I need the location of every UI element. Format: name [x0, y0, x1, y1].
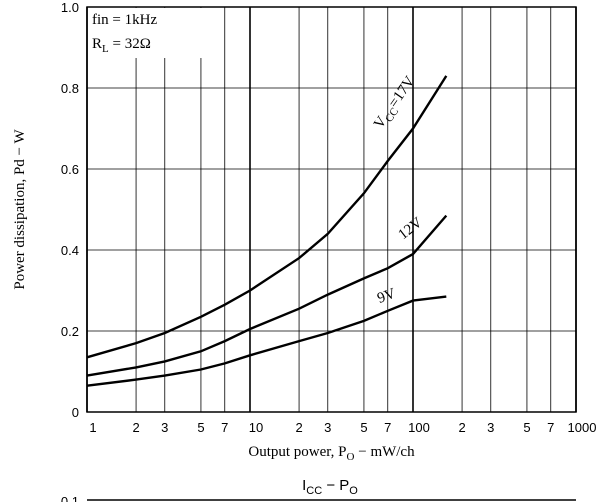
series-line: [86, 295, 447, 387]
plot-frame: [86, 6, 577, 413]
subscript: O: [347, 451, 355, 463]
text-part: 12V: [395, 214, 425, 243]
x-tick-label: 7: [221, 420, 228, 435]
x-tick-label: 3: [161, 420, 168, 435]
annotation: RL = 32Ω: [92, 36, 151, 55]
x-tick-label: 2: [458, 420, 465, 435]
x-tick-label: 2: [295, 420, 302, 435]
x-axis-label: Output power, PO − mW/ch: [248, 444, 415, 463]
text-part: Output power, P: [248, 444, 346, 460]
y-tick-label: 0.4: [61, 243, 79, 258]
x-tick-label: 1: [89, 420, 96, 435]
text-part: fin = 1kHz: [92, 12, 157, 28]
text-part: − mW/ch: [354, 444, 415, 460]
annotation: fin = 1kHz: [92, 12, 157, 28]
subscript: L: [102, 43, 109, 55]
y-tick-label: 0.1: [61, 494, 79, 502]
x-tick-label: 1000: [568, 420, 597, 435]
series-label: 9V: [375, 286, 398, 307]
text-part: 9V: [375, 286, 398, 307]
x-tick-label: 7: [384, 420, 391, 435]
x-tick-label: 5: [197, 420, 204, 435]
x-tick-label: 3: [324, 420, 331, 435]
x-tick-label: 10: [249, 420, 263, 435]
y-tick-label: 0.2: [61, 324, 79, 339]
series-label: 12V: [395, 214, 425, 243]
x-tick-label: 2: [132, 420, 139, 435]
subscript: O: [349, 485, 358, 497]
y-tick-label: 0.8: [61, 81, 79, 96]
y-tick-label: 1.0: [61, 0, 79, 15]
y-tick-label: 0: [72, 405, 79, 420]
text-part: = 32Ω: [109, 36, 151, 52]
subscript: CC: [306, 485, 322, 497]
y-tick-label: 0.6: [61, 162, 79, 177]
text-part: I: [302, 477, 306, 494]
text-part: R: [92, 36, 102, 52]
chart-title: ICC − PO: [302, 477, 358, 497]
x-tick-label: 3: [487, 420, 494, 435]
series-line: [86, 214, 448, 377]
series-line: [86, 75, 448, 359]
x-tick-label: 5: [523, 420, 530, 435]
x-tick-label: 7: [547, 420, 554, 435]
text-part: − P: [322, 477, 349, 494]
y-axis-label: Power dissipation, Pd − W: [12, 129, 28, 290]
x-tick-label: 5: [360, 420, 367, 435]
annotation-box: [88, 8, 208, 58]
x-tick-label: 100: [408, 420, 430, 435]
